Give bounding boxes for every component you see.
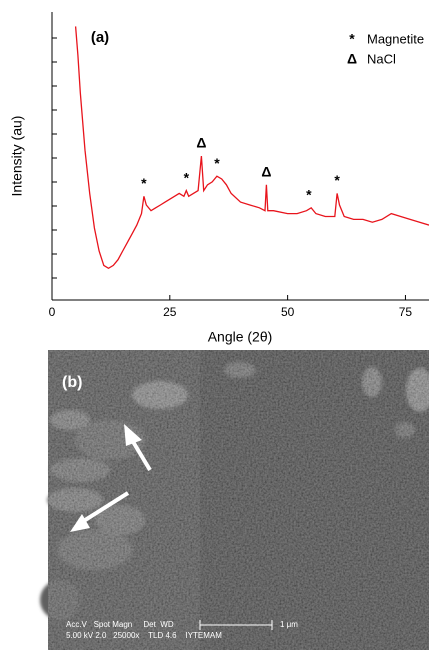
sem-info-header: Acc.V Spot Magn Det WD [66, 620, 174, 629]
peak-marker: * [306, 187, 312, 203]
legend-label: NaCl [367, 51, 396, 66]
peak-marker: * [141, 175, 147, 191]
legend-label: Magnetite [367, 31, 424, 46]
sem-image: (b) Acc.V Spot Magn Det WD 5.00 kV 2.0 2… [40, 350, 429, 650]
legend-symbol: * [349, 31, 355, 47]
y-axis-label: Intensity (au) [9, 116, 25, 197]
panel-label: (a) [91, 29, 109, 46]
axes [51, 12, 429, 301]
sem-info-values: 5.00 kV 2.0 25000x TLD 4.6 IYTEMAM [66, 631, 222, 640]
x-tick-label: 50 [281, 305, 295, 319]
xrd-curve [74, 26, 429, 270]
x-tick-label: 25 [163, 305, 177, 319]
peak-marker: Δ [261, 164, 271, 180]
peak-marker: * [214, 155, 220, 171]
sem-texture [48, 350, 429, 650]
x-tick-label: 75 [399, 305, 413, 319]
arrows [70, 424, 152, 532]
legend-symbol: Δ [347, 51, 357, 67]
x-tick-label: 0 [49, 305, 56, 319]
peak-marker: Δ [196, 135, 206, 151]
peak-marker: * [184, 169, 190, 185]
x-axis-label: Angle (2θ) [208, 329, 273, 345]
scale-bar-label: 1 μm [280, 620, 298, 629]
panel-label: (b) [62, 374, 82, 391]
peak-marker: * [334, 172, 340, 188]
